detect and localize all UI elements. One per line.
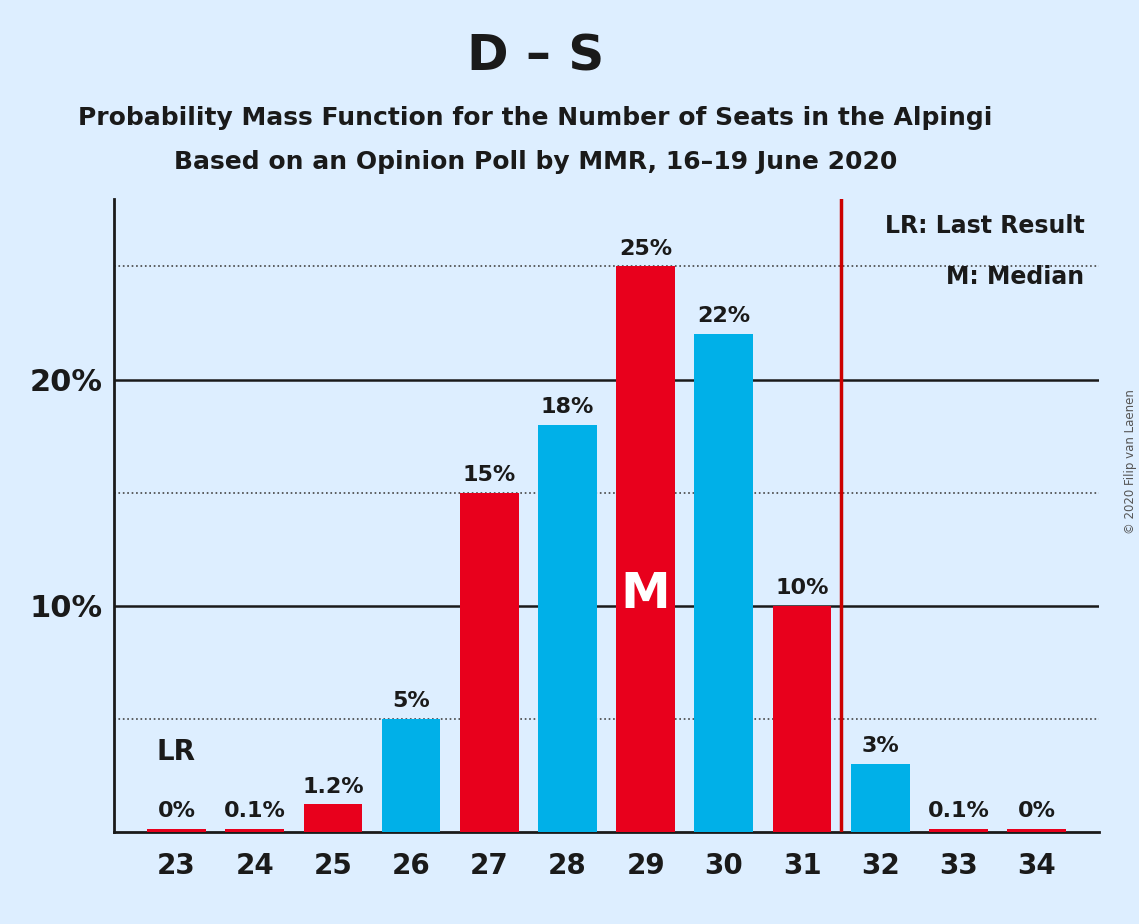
Bar xyxy=(538,425,597,832)
Text: LR: LR xyxy=(157,738,196,767)
Text: 3%: 3% xyxy=(861,736,899,756)
Text: 5%: 5% xyxy=(392,690,429,711)
Text: 25%: 25% xyxy=(620,238,672,259)
Bar xyxy=(460,492,518,832)
Text: 22%: 22% xyxy=(697,307,751,326)
Text: M: Median: M: Median xyxy=(947,265,1084,289)
Text: 0%: 0% xyxy=(1017,801,1056,821)
Text: 10%: 10% xyxy=(776,578,829,598)
Text: © 2020 Filip van Laenen: © 2020 Filip van Laenen xyxy=(1124,390,1137,534)
Text: 0.1%: 0.1% xyxy=(223,801,286,821)
Bar xyxy=(929,830,988,832)
Bar xyxy=(1007,829,1066,832)
Text: Probability Mass Function for the Number of Seats in the Alpingi: Probability Mass Function for the Number… xyxy=(79,106,992,130)
Text: Based on an Opinion Poll by MMR, 16–19 June 2020: Based on an Opinion Poll by MMR, 16–19 J… xyxy=(173,150,898,174)
Bar xyxy=(851,764,910,832)
Bar xyxy=(226,830,284,832)
Text: D – S: D – S xyxy=(467,32,604,80)
Text: 15%: 15% xyxy=(462,465,516,484)
Bar xyxy=(147,829,206,832)
Text: M: M xyxy=(621,570,671,618)
Bar xyxy=(616,266,675,832)
Text: LR: Last Result: LR: Last Result xyxy=(885,214,1084,238)
Bar xyxy=(382,719,441,832)
Bar xyxy=(303,805,362,832)
Text: 0%: 0% xyxy=(157,801,196,821)
Bar xyxy=(695,334,753,832)
Text: 18%: 18% xyxy=(541,396,595,417)
Text: 1.2%: 1.2% xyxy=(302,776,363,796)
Text: 0.1%: 0.1% xyxy=(927,801,990,821)
Bar xyxy=(772,605,831,832)
